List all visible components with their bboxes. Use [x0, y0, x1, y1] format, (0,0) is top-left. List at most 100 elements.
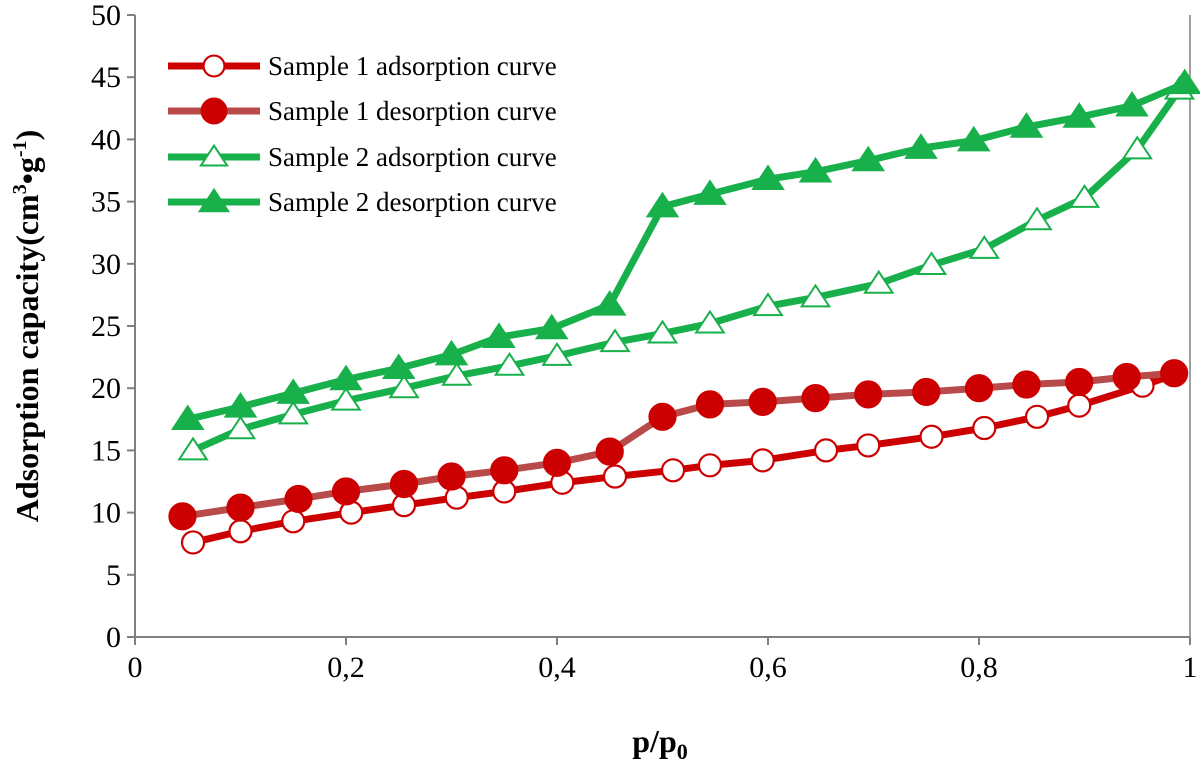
sample-2-adsorption-curve-point: [915, 251, 948, 276]
sample-2-desorption-curve-point: [693, 179, 727, 205]
sample-1-adsorption-curve-point: [972, 415, 997, 441]
sample-2-adsorption-curve-point: [1121, 135, 1153, 160]
sample-2-adsorption-curve-point: [224, 415, 257, 440]
sample-1-desorption-curve-point: [854, 380, 883, 409]
sample-2-adsorption-curve-point: [177, 436, 209, 461]
y-ticks: 0 5 10 15 20 25 30 35 40 45 50: [91, 0, 135, 654]
sample-2-desorption-curve-point: [645, 191, 680, 218]
legend-marker-sample-1-desorption-curve: [200, 97, 228, 125]
legend-label-sample-2-desorption-curve: Sample 2 desorption curve: [268, 187, 557, 217]
y-axis-title-sup1: 3: [9, 184, 31, 194]
sample-1-adsorption-curve-point: [180, 530, 206, 555]
sample-1-desorption-curve-point: [331, 477, 361, 506]
sample-2-adsorption-curve-point: [599, 328, 631, 353]
sample-2-desorption-curve-point: [434, 339, 469, 366]
x-ticks: 0 0,2 0,4 0,6 0,8 1: [128, 637, 1198, 684]
sample-2-adsorption-curve-point: [968, 235, 1000, 259]
sample-1-desorption-curve-point: [226, 493, 255, 522]
x-tick-label: 0,2: [327, 651, 365, 684]
sample-1-adsorption-curve-point: [281, 509, 306, 534]
y-tick-label: 15: [91, 434, 121, 467]
sample-1-desorption-curve-point: [695, 390, 725, 419]
sample-2-desorption-curve-point: [381, 353, 416, 380]
x-axis-title-main: p/p: [632, 723, 676, 759]
y-tick-label: 10: [91, 497, 121, 530]
y-tick-label: 50: [91, 0, 121, 32]
sample-1-desorption-curve-point: [284, 484, 313, 514]
sample-1-adsorption-curve-point: [856, 433, 881, 458]
sample-2-desorption-curve-point: [170, 404, 205, 431]
sample-2-desorption-curve-point: [329, 364, 363, 391]
series-layer: [168, 68, 1200, 555]
y-tick-label: 20: [91, 372, 121, 405]
sample-1-desorption-curve-point: [801, 384, 830, 413]
sample-2-desorption-curve-series: [170, 68, 1200, 431]
sample-1-adsorption-curve-point: [697, 453, 723, 478]
x-axis-title: p/p0: [632, 723, 687, 764]
y-tick-label: 45: [91, 61, 121, 94]
sample-1-adsorption-curve-point: [660, 458, 686, 483]
sample-1-adsorption-curve-point: [1024, 404, 1050, 429]
x-axis-title-subscript: 0: [677, 739, 688, 764]
sample-2-desorption-curve-point: [1167, 68, 1200, 95]
sample-1-desorption-curve-point: [1112, 362, 1141, 392]
sample-1-adsorption-curve-point: [228, 519, 253, 544]
y-axis-title-end: ): [9, 130, 45, 141]
sample-1-desorption-curve-point: [912, 377, 941, 407]
y-tick-label: 0: [106, 621, 121, 654]
x-tick-label: 0: [128, 651, 143, 684]
sample-2-desorption-curve-point: [534, 313, 569, 340]
chart-legend: Sample 1 adsorption curve Sample 1 desorp…: [168, 51, 557, 217]
sample-1-adsorption-curve-point: [919, 424, 944, 449]
y-tick-label: 5: [106, 559, 121, 592]
y-axis-title-mid: •g: [9, 157, 45, 184]
sample-2-adsorption-curve-point: [799, 283, 832, 308]
sample-1-desorption-curve-point: [389, 469, 419, 499]
sample-2-desorption-curve-point: [1062, 102, 1097, 128]
y-tick-label: 35: [91, 186, 121, 219]
sample-1-desorption-curve-point: [964, 374, 994, 403]
x-tick-label: 0,6: [749, 651, 787, 684]
sample-1-adsorption-curve-point: [602, 464, 628, 489]
sample-2-desorption-curve-point: [482, 322, 516, 348]
sample-2-adsorption-curve-point: [1021, 206, 1053, 231]
legend-marker-sample-1-adsorption-curve: [202, 54, 226, 78]
sample-2-adsorption-curve-point: [493, 351, 526, 376]
sample-2-adsorption-curve-point: [863, 269, 895, 294]
x-tick-label: 1: [1183, 651, 1198, 684]
y-axis-title-main: Adsorption capacity(cm: [9, 194, 45, 522]
sample-2-adsorption-curve-point: [694, 309, 726, 334]
sample-1-desorption-curve-point: [542, 448, 572, 477]
sample-2-desorption-curve-point: [1009, 112, 1044, 138]
sample-2-adsorption-curve-point: [388, 374, 420, 399]
sample-2-adsorption-curve-point: [330, 386, 362, 411]
y-axis-title-sup2: -1: [9, 140, 31, 157]
sample-2-adsorption-curve-point: [541, 342, 573, 366]
sample-2-adsorption-curve-point: [1068, 184, 1101, 208]
y-tick-label: 25: [91, 310, 121, 343]
sample-2-adsorption-curve-point: [277, 400, 309, 425]
sample-2-desorption-curve-point: [223, 392, 258, 418]
sample-2-desorption-curve-point: [1115, 90, 1149, 117]
legend-label-sample-2-adsorption-curve: Sample 2 adsorption curve: [268, 142, 557, 172]
sample-2-desorption-curve-point: [751, 164, 785, 190]
sample-1-adsorption-curve-point: [750, 448, 775, 473]
sample-2-desorption-curve-point: [904, 133, 938, 159]
sample-1-desorption-curve-point: [595, 437, 624, 466]
sample-2-desorption-curve-point: [956, 125, 991, 152]
legend-marker-sample-2-adsorption-curve: [199, 143, 229, 167]
sample-2-desorption-curve-point: [851, 145, 886, 172]
y-tick-label: 40: [91, 123, 121, 156]
sample-1-desorption-curve-series: [168, 359, 1189, 531]
y-tick-label: 30: [91, 248, 121, 281]
y-axis-title: Adsorption capacity(cm3•g-1): [9, 130, 45, 523]
sample-1-desorption-curve-point: [1065, 367, 1094, 397]
sample-1-desorption-curve-point: [490, 456, 519, 485]
sample-2-adsorption-curve-point: [752, 292, 784, 317]
sample-1-adsorption-curve-point: [813, 438, 839, 463]
sample-1-adsorption-curve-point: [1067, 393, 1092, 418]
x-tick-label: 0,8: [960, 651, 998, 684]
legend-label-sample-1-adsorption-curve: Sample 1 adsorption curve: [268, 51, 557, 81]
sample-1-desorption-curve-point: [437, 462, 466, 491]
